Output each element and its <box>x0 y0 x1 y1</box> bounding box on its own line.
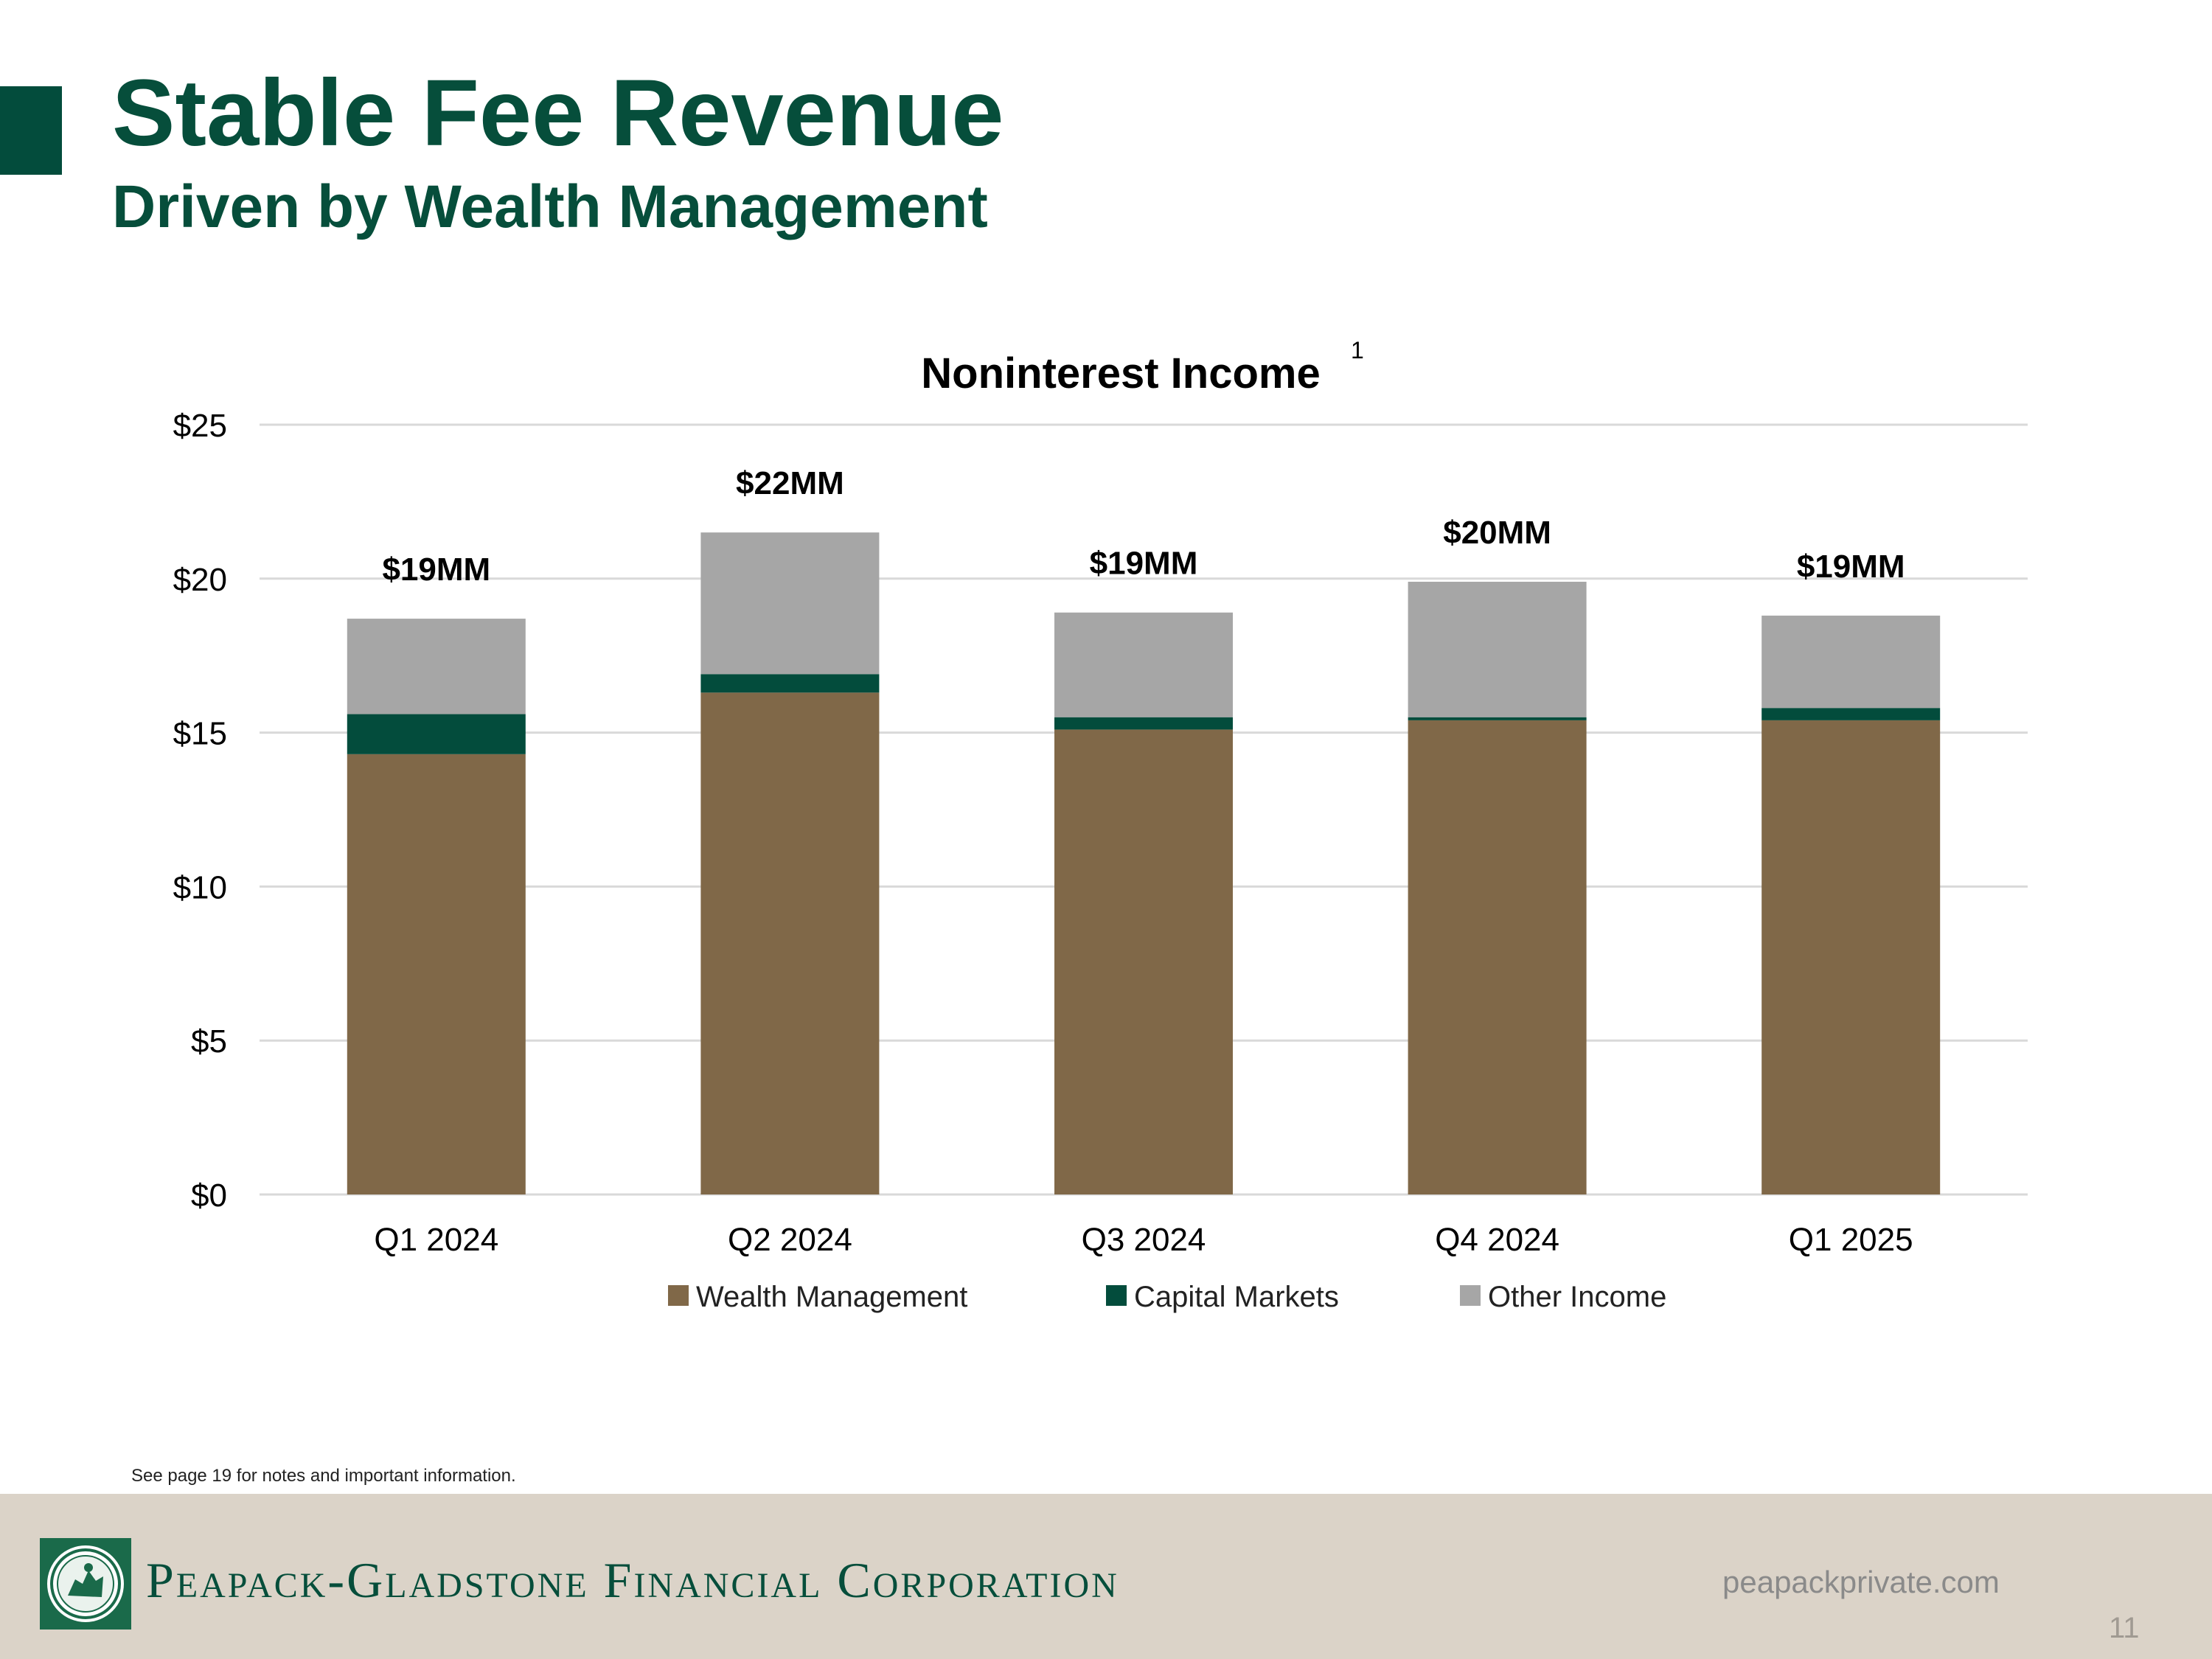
bar-other-income <box>700 532 880 675</box>
legend-label: Wealth Management <box>696 1281 967 1313</box>
bar-other-income <box>1054 612 1233 717</box>
slide-title: Stable Fee Revenue <box>112 60 1004 166</box>
footer: Peapack-Gladstone Financial Corporation … <box>0 1494 2212 1659</box>
x-tick-label: Q1 2024 <box>374 1222 498 1258</box>
title-accent-bar <box>0 86 62 175</box>
bar-wealth-management <box>1408 720 1587 1194</box>
total-data-label: $19MM <box>382 552 490 588</box>
company-seal-icon <box>40 1538 131 1630</box>
bar-other-income <box>347 619 526 714</box>
total-data-label: $19MM <box>1090 546 1198 582</box>
legend-swatch <box>1106 1285 1127 1306</box>
y-tick-label: $5 <box>191 1023 227 1060</box>
y-tick-label: $20 <box>173 562 227 598</box>
y-tick-label: $0 <box>191 1178 227 1214</box>
chart-title: Noninterest Income <box>921 349 1320 397</box>
bar-other-income <box>1408 581 1587 717</box>
bar-other-income <box>1761 615 1941 709</box>
total-data-label: $19MM <box>1797 549 1905 585</box>
website-link[interactable]: peapackprivate.com <box>1722 1565 2000 1599</box>
legend-swatch <box>668 1285 689 1306</box>
chart-title-superscript: 1 <box>1351 337 1364 364</box>
legend-label: Capital Markets <box>1134 1281 1339 1313</box>
bar-wealth-management <box>1761 720 1941 1194</box>
bar-wealth-management <box>347 754 526 1194</box>
y-tick-label: $10 <box>173 869 227 905</box>
bar-capital-markets <box>1761 708 1941 720</box>
bar-capital-markets <box>1408 717 1587 720</box>
x-tick-label: Q2 2024 <box>728 1222 852 1258</box>
noninterest-income-chart: Noninterest Income 1 $0 $5 $10 $15 $20 $25 $19MM… <box>173 337 2028 1313</box>
x-tick-label: Q1 2025 <box>1789 1222 1913 1258</box>
y-tick-label: $15 <box>173 716 227 752</box>
total-data-label: $22MM <box>736 465 844 501</box>
bar-capital-markets <box>700 674 880 693</box>
bar-capital-markets <box>347 714 526 754</box>
x-tick-label: Q4 2024 <box>1435 1222 1559 1258</box>
footnote: See page 19 for notes and important info… <box>131 1466 516 1486</box>
slide-subtitle: Driven by Wealth Management <box>112 173 988 240</box>
y-tick-label: $25 <box>173 408 227 444</box>
legend-label: Other Income <box>1488 1281 1666 1313</box>
x-tick-label: Q3 2024 <box>1082 1222 1206 1258</box>
legend-swatch <box>1460 1285 1481 1306</box>
bar-wealth-management <box>1054 729 1233 1194</box>
page-number: 11 <box>2109 1612 2140 1644</box>
bar-capital-markets <box>1054 717 1233 730</box>
bar-wealth-management <box>700 692 880 1194</box>
company-name: Peapack-Gladstone Financial Corporation <box>146 1552 1119 1608</box>
total-data-label: $20MM <box>1443 515 1551 551</box>
